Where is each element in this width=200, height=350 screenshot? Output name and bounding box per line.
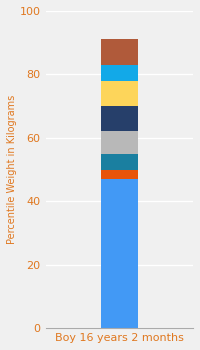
Bar xyxy=(101,132,138,154)
Bar xyxy=(101,169,138,179)
Bar xyxy=(101,179,138,328)
Bar xyxy=(101,106,138,132)
Bar xyxy=(101,65,138,81)
Bar xyxy=(101,81,138,106)
Bar xyxy=(101,40,138,65)
Bar xyxy=(101,154,138,169)
Y-axis label: Percentile Weight in Kilograms: Percentile Weight in Kilograms xyxy=(7,95,17,244)
